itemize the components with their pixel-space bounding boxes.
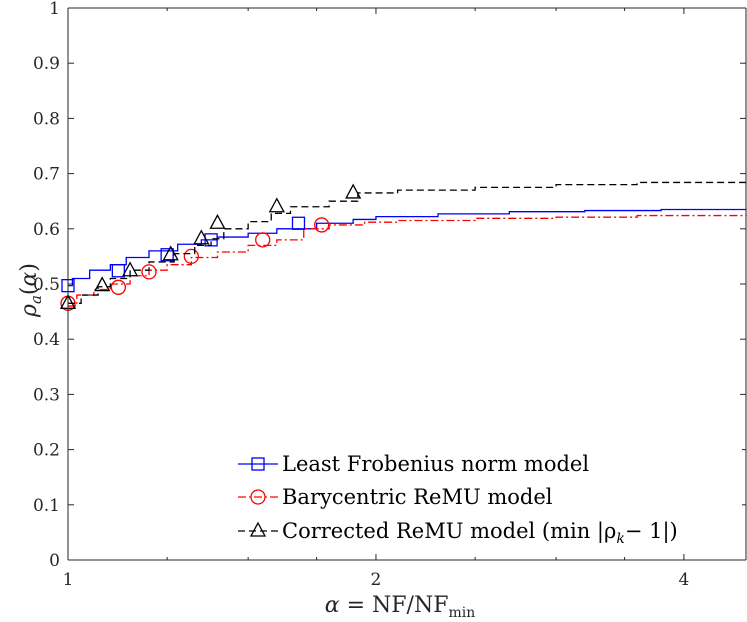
legend-label-barycentric: Barycentric ReMU model <box>282 485 553 509</box>
y-tick-label: 0.3 <box>33 385 60 405</box>
series-point-circle <box>141 264 157 280</box>
legend-label-corrected-main: Corrected ReMU model (min |ρ <box>282 519 616 544</box>
y-tick-label: 0.4 <box>33 330 60 350</box>
series-point-triangle <box>345 183 362 199</box>
legend-entry-corrected: Corrected ReMU model (min |ρk− 1|) <box>238 519 678 547</box>
legend-label-corrected-tail: − 1|) <box>625 519 678 544</box>
series-point-triangle <box>162 245 179 261</box>
y-tick-label: 0.1 <box>33 496 60 516</box>
legend-entry-barycentric: Barycentric ReMU model <box>238 485 553 509</box>
y-tick-label: 0.6 <box>33 220 60 240</box>
legend-label-corrected-sub: k <box>616 531 624 547</box>
series-point-triangle <box>193 229 210 245</box>
series-line-2 <box>68 180 747 304</box>
legend-box <box>232 446 742 554</box>
x-axis-label: α = NF/NFmin <box>325 593 476 621</box>
legend-marker-triangle <box>249 521 267 537</box>
legend-label-least-frobenius: Least Frobenius norm model <box>282 452 589 476</box>
series-point-circle <box>255 232 271 248</box>
series-point-triangle <box>94 276 111 292</box>
series-line-0 <box>68 208 747 287</box>
series-point-circle <box>110 279 126 295</box>
series-point-square <box>111 264 125 278</box>
legend-label-corrected: Corrected ReMU model (min |ρk− 1|) <box>282 519 678 547</box>
x-tick-label: 4 <box>678 570 689 590</box>
y-axis-label: ρa(α) <box>17 263 45 318</box>
series-point-circle <box>183 248 199 265</box>
series-point-circle <box>314 217 330 233</box>
series-point-triangle <box>122 261 139 277</box>
y-tick-label: 0.5 <box>33 275 60 295</box>
legend-entry-least-frobenius: Least Frobenius norm model <box>238 452 589 476</box>
legend: Least Frobenius norm model Barycentric R… <box>232 446 742 554</box>
series-point-triangle <box>268 197 285 213</box>
series-point-square <box>291 216 306 230</box>
y-tick-label: 1 <box>49 0 60 19</box>
y-tick-label: 0.2 <box>33 441 60 461</box>
ticks-layer: 0 0.1 0.2 0.3 0.4 0.5 0.6 0.7 0.8 0.9 1 1 2 4 <box>33 0 746 590</box>
y-tick-label: 0 <box>49 551 60 571</box>
y-tick-label: 0.8 <box>33 109 60 129</box>
y-tick-label: 0.9 <box>33 54 60 74</box>
x-tick-label: 1 <box>63 570 74 590</box>
legend-marker-circle <box>250 489 266 505</box>
series-point-triangle <box>209 213 226 229</box>
legend-marker-square <box>251 457 265 471</box>
series-point-square <box>160 248 174 262</box>
y-tick-label: 0.7 <box>33 165 60 185</box>
x-tick-label: 2 <box>371 570 382 590</box>
